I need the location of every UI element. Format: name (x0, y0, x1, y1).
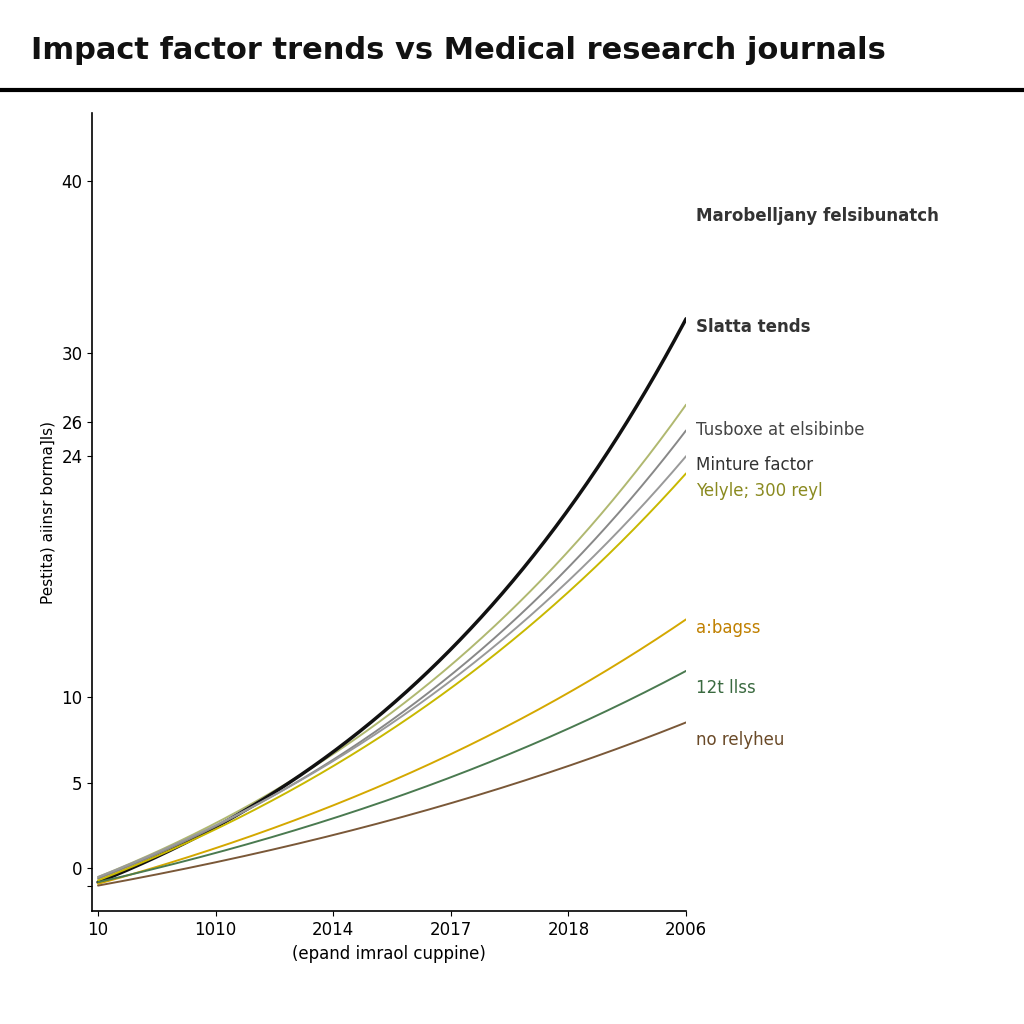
Text: Impact factor trends vs Medical research journals: Impact factor trends vs Medical research… (31, 36, 886, 65)
Text: no relyheu: no relyheu (696, 730, 784, 749)
Text: Minture factor: Minture factor (696, 456, 813, 474)
Text: Yelyle; 300 reyl: Yelyle; 300 reyl (696, 481, 823, 500)
Text: 12t llss: 12t llss (696, 679, 756, 697)
Text: Marobelljany felsibunatch: Marobelljany felsibunatch (696, 207, 939, 224)
Text: Tusboxe at elsibinbe: Tusboxe at elsibinbe (696, 422, 865, 439)
X-axis label: (epand imraol cuppine): (epand imraol cuppine) (292, 944, 486, 963)
Text: Slatta tends: Slatta tends (696, 318, 811, 336)
Y-axis label: Pestita) aiinsr borma]ls): Pestita) aiinsr borma]ls) (41, 421, 55, 603)
Text: a:bagss: a:bagss (696, 618, 761, 637)
